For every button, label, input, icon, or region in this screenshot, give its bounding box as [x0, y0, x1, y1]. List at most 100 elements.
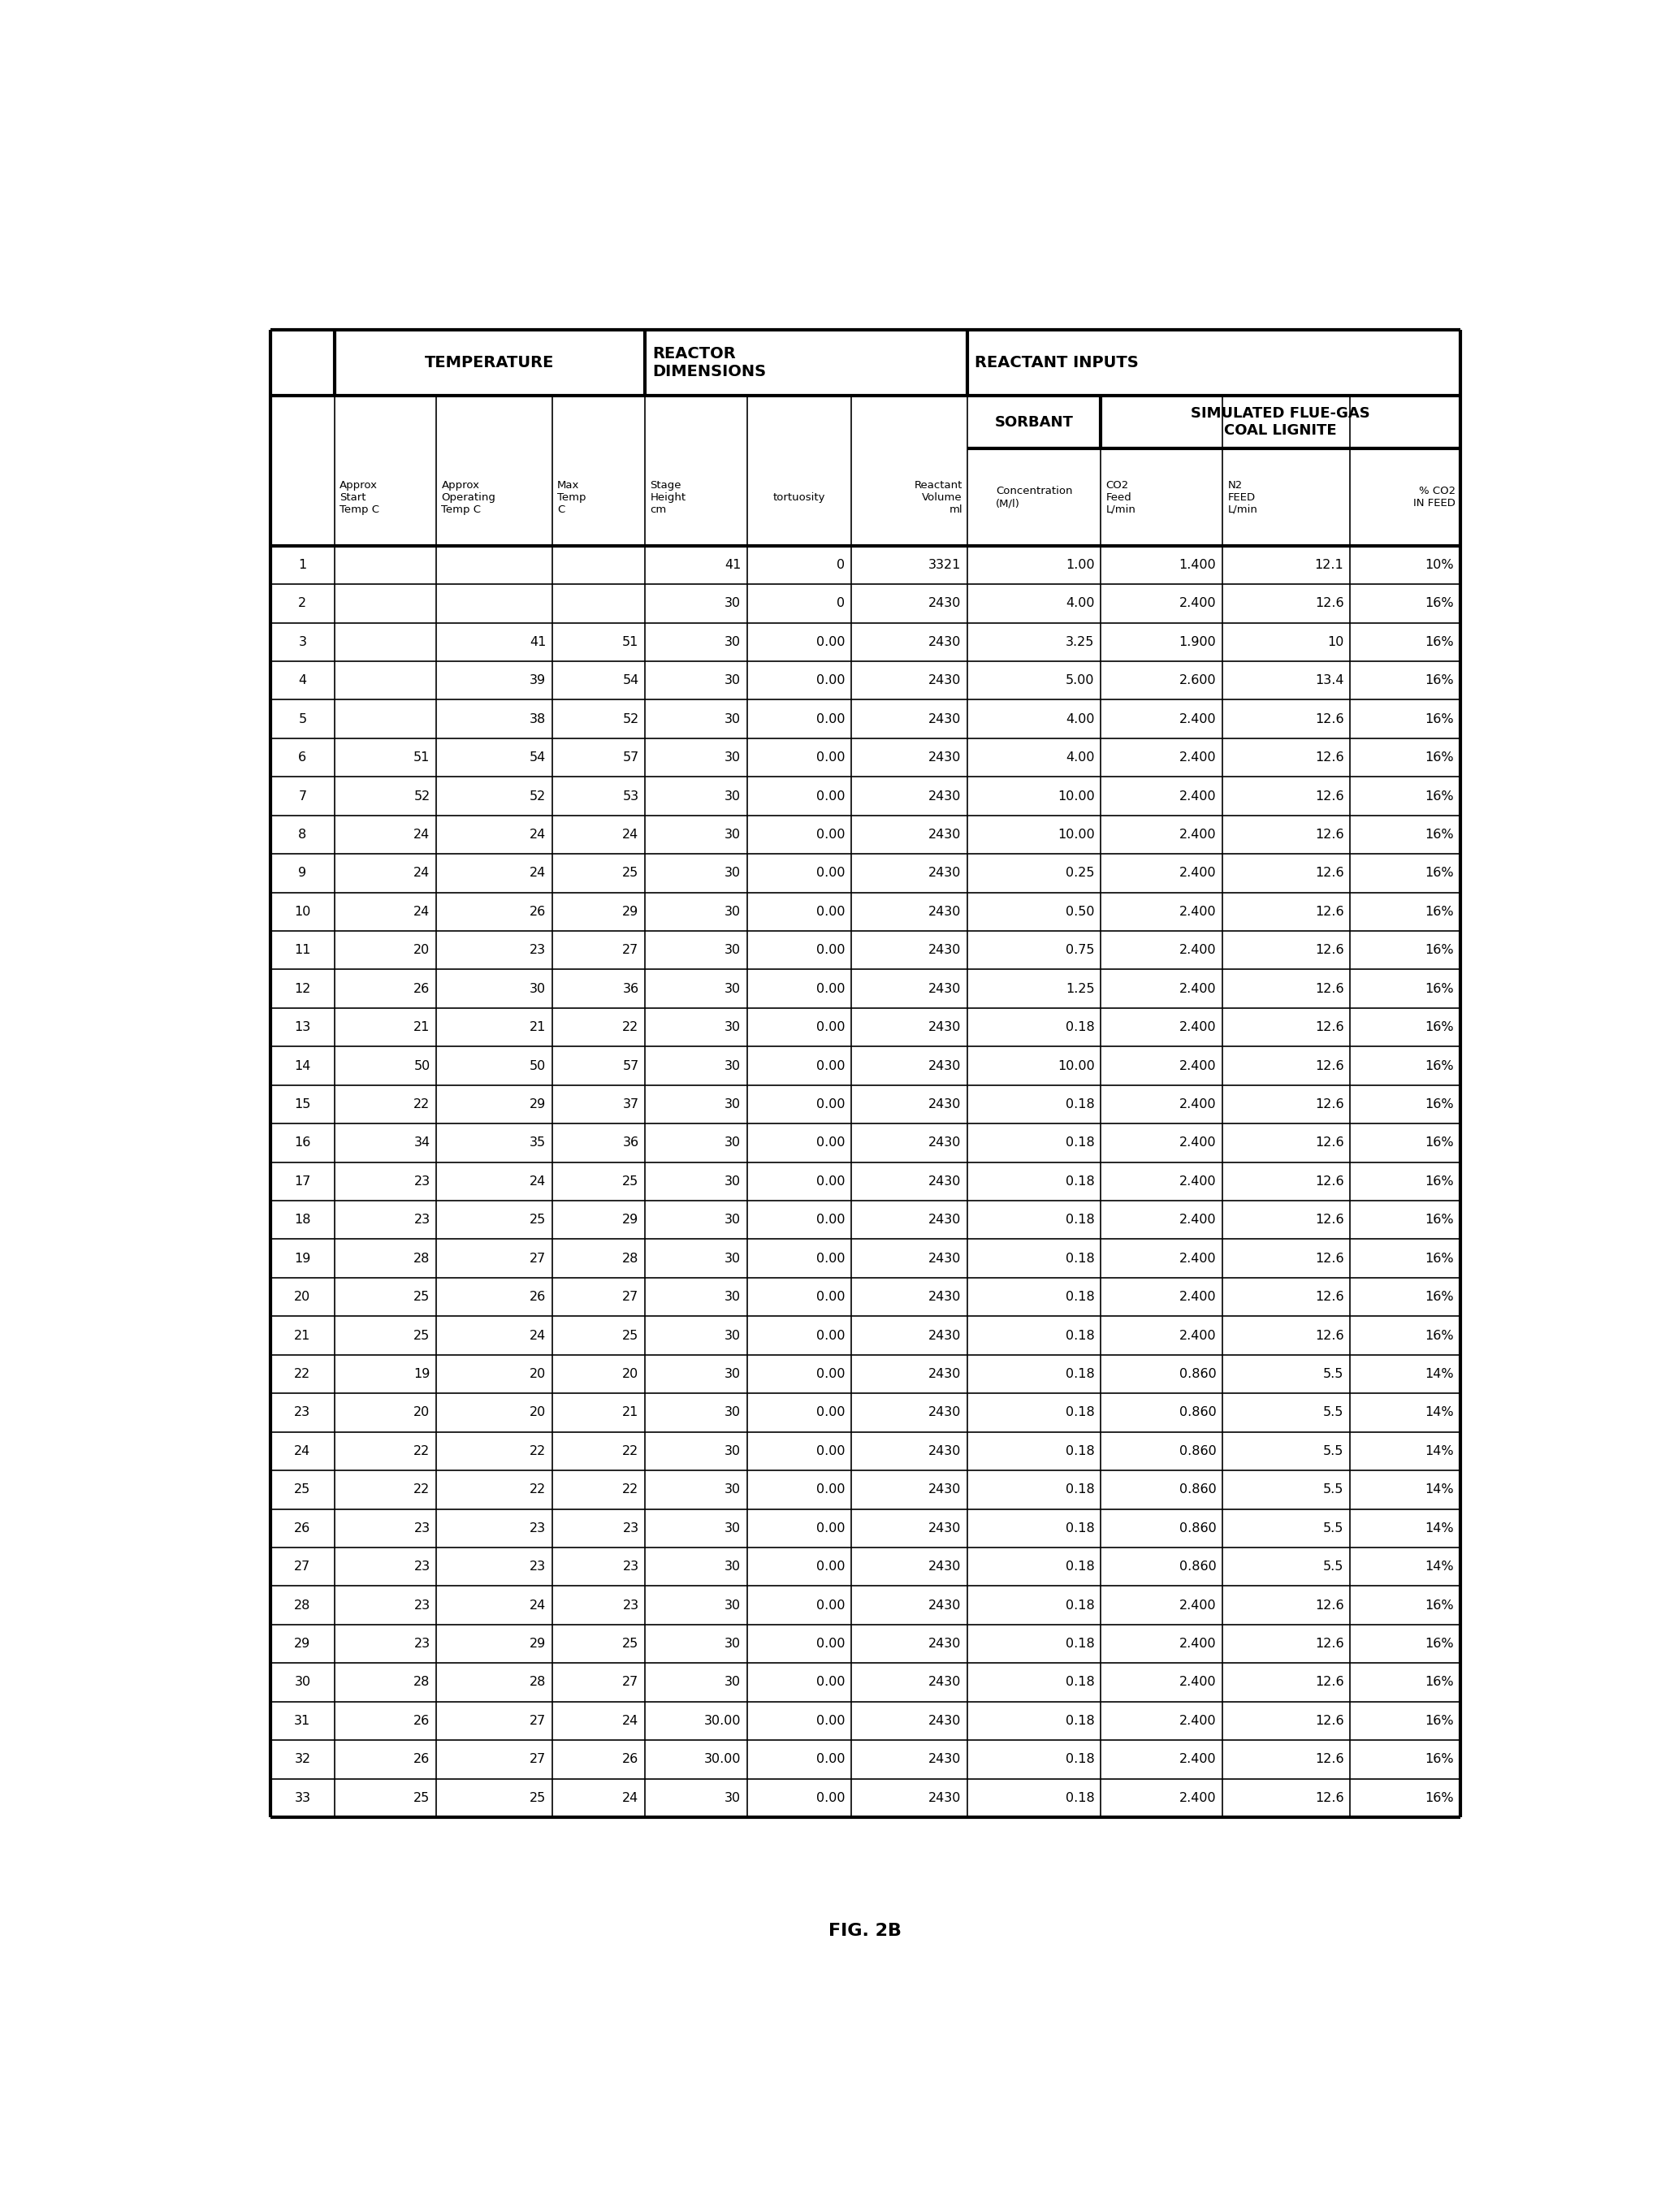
- Text: 51: 51: [414, 752, 430, 763]
- Text: 0.860: 0.860: [1179, 1444, 1216, 1458]
- Text: 23: 23: [414, 1214, 430, 1225]
- Text: 54: 54: [623, 675, 639, 686]
- Text: 30: 30: [724, 1137, 741, 1148]
- Text: 22: 22: [623, 1022, 639, 1033]
- Text: 2.400: 2.400: [1179, 790, 1216, 803]
- Text: 41: 41: [530, 635, 546, 648]
- Text: 16%: 16%: [1425, 1754, 1453, 1765]
- Text: 30: 30: [724, 1214, 741, 1225]
- Text: 12.6: 12.6: [1316, 945, 1344, 956]
- Text: REACTOR
DIMENSIONS: REACTOR DIMENSIONS: [653, 345, 766, 380]
- Text: 2.400: 2.400: [1179, 597, 1216, 611]
- Text: 27: 27: [530, 1754, 546, 1765]
- Text: 2.400: 2.400: [1179, 1637, 1216, 1650]
- Text: 30: 30: [724, 1484, 741, 1495]
- Text: 16%: 16%: [1425, 635, 1453, 648]
- Text: 2430: 2430: [928, 1677, 962, 1688]
- Text: 0.00: 0.00: [817, 1252, 845, 1265]
- Text: 2.400: 2.400: [1179, 1175, 1216, 1188]
- Text: 2430: 2430: [928, 905, 962, 918]
- Text: 24: 24: [623, 830, 639, 841]
- Text: 2430: 2430: [928, 1137, 962, 1148]
- Text: 2.400: 2.400: [1179, 1292, 1216, 1303]
- Text: 16%: 16%: [1425, 867, 1453, 878]
- Text: 16%: 16%: [1425, 790, 1453, 803]
- Text: 41: 41: [724, 560, 741, 571]
- Text: 0.00: 0.00: [817, 1599, 845, 1610]
- Text: 16%: 16%: [1425, 830, 1453, 841]
- Text: 16%: 16%: [1425, 597, 1453, 611]
- Text: 0.00: 0.00: [817, 1060, 845, 1073]
- Text: 2.400: 2.400: [1179, 1099, 1216, 1110]
- Text: 0.00: 0.00: [817, 1329, 845, 1343]
- Text: 2430: 2430: [928, 1252, 962, 1265]
- Text: 2.600: 2.600: [1179, 675, 1216, 686]
- Text: 0.00: 0.00: [817, 712, 845, 726]
- Text: 24: 24: [530, 1175, 546, 1188]
- Text: 25: 25: [623, 1329, 639, 1343]
- Text: 23: 23: [294, 1407, 311, 1418]
- Text: 20: 20: [530, 1367, 546, 1380]
- Text: 27: 27: [530, 1252, 546, 1265]
- Text: 16%: 16%: [1425, 945, 1453, 956]
- Text: 30: 30: [724, 790, 741, 803]
- Text: 2.400: 2.400: [1179, 945, 1216, 956]
- Text: 2430: 2430: [928, 1022, 962, 1033]
- Text: 30: 30: [724, 1060, 741, 1073]
- Text: 14%: 14%: [1425, 1562, 1453, 1573]
- Text: 30.00: 30.00: [704, 1714, 741, 1728]
- Text: 0.00: 0.00: [817, 1714, 845, 1728]
- Text: 30: 30: [724, 905, 741, 918]
- Text: 30: 30: [294, 1677, 311, 1688]
- Text: 2430: 2430: [928, 1407, 962, 1418]
- Text: FIG. 2B: FIG. 2B: [829, 1922, 902, 1940]
- Text: 0.00: 0.00: [817, 830, 845, 841]
- Text: 7: 7: [299, 790, 307, 803]
- Text: 11: 11: [294, 945, 311, 956]
- Text: 27: 27: [623, 1292, 639, 1303]
- Text: 12.6: 12.6: [1316, 1754, 1344, 1765]
- Text: 2430: 2430: [928, 1754, 962, 1765]
- Text: 27: 27: [623, 1677, 639, 1688]
- Text: 10.00: 10.00: [1058, 790, 1095, 803]
- Text: TEMPERATURE: TEMPERATURE: [425, 354, 555, 369]
- Text: 12.6: 12.6: [1316, 867, 1344, 878]
- Text: 8: 8: [299, 830, 307, 841]
- Text: 25: 25: [623, 1637, 639, 1650]
- Text: 2430: 2430: [928, 790, 962, 803]
- Text: 54: 54: [530, 752, 546, 763]
- Text: 10.00: 10.00: [1058, 1060, 1095, 1073]
- Text: 0.00: 0.00: [817, 752, 845, 763]
- Text: 0.00: 0.00: [817, 1484, 845, 1495]
- Text: 2.400: 2.400: [1179, 1060, 1216, 1073]
- Text: 5.5: 5.5: [1324, 1407, 1344, 1418]
- Text: 0.18: 0.18: [1065, 1677, 1095, 1688]
- Text: 22: 22: [623, 1484, 639, 1495]
- Text: Stage
Height
cm: Stage Height cm: [649, 480, 686, 515]
- Text: 20: 20: [623, 1367, 639, 1380]
- Text: 16%: 16%: [1425, 1292, 1453, 1303]
- Text: 0.18: 0.18: [1065, 1022, 1095, 1033]
- Text: Approx
Operating
Temp C: Approx Operating Temp C: [442, 480, 495, 515]
- Text: 16%: 16%: [1425, 712, 1453, 726]
- Text: 16%: 16%: [1425, 1792, 1453, 1805]
- Text: 2.400: 2.400: [1179, 1754, 1216, 1765]
- Text: 24: 24: [530, 1599, 546, 1610]
- Text: 16%: 16%: [1425, 982, 1453, 995]
- Text: 2430: 2430: [928, 1484, 962, 1495]
- Text: 0.00: 0.00: [817, 1175, 845, 1188]
- Text: 0.00: 0.00: [817, 1022, 845, 1033]
- Text: 15: 15: [294, 1099, 311, 1110]
- Text: 30: 30: [724, 1252, 741, 1265]
- Text: 0.18: 0.18: [1065, 1714, 1095, 1728]
- Text: 0.00: 0.00: [817, 1677, 845, 1688]
- Text: CO2
Feed
L/min: CO2 Feed L/min: [1106, 480, 1136, 515]
- Text: 19: 19: [414, 1367, 430, 1380]
- Text: 25: 25: [414, 1292, 430, 1303]
- Text: 16%: 16%: [1425, 1137, 1453, 1148]
- Text: 2.400: 2.400: [1179, 712, 1216, 726]
- Text: 12.6: 12.6: [1316, 982, 1344, 995]
- Text: 1.00: 1.00: [1066, 560, 1095, 571]
- Text: 30: 30: [724, 945, 741, 956]
- Text: 10%: 10%: [1425, 560, 1453, 571]
